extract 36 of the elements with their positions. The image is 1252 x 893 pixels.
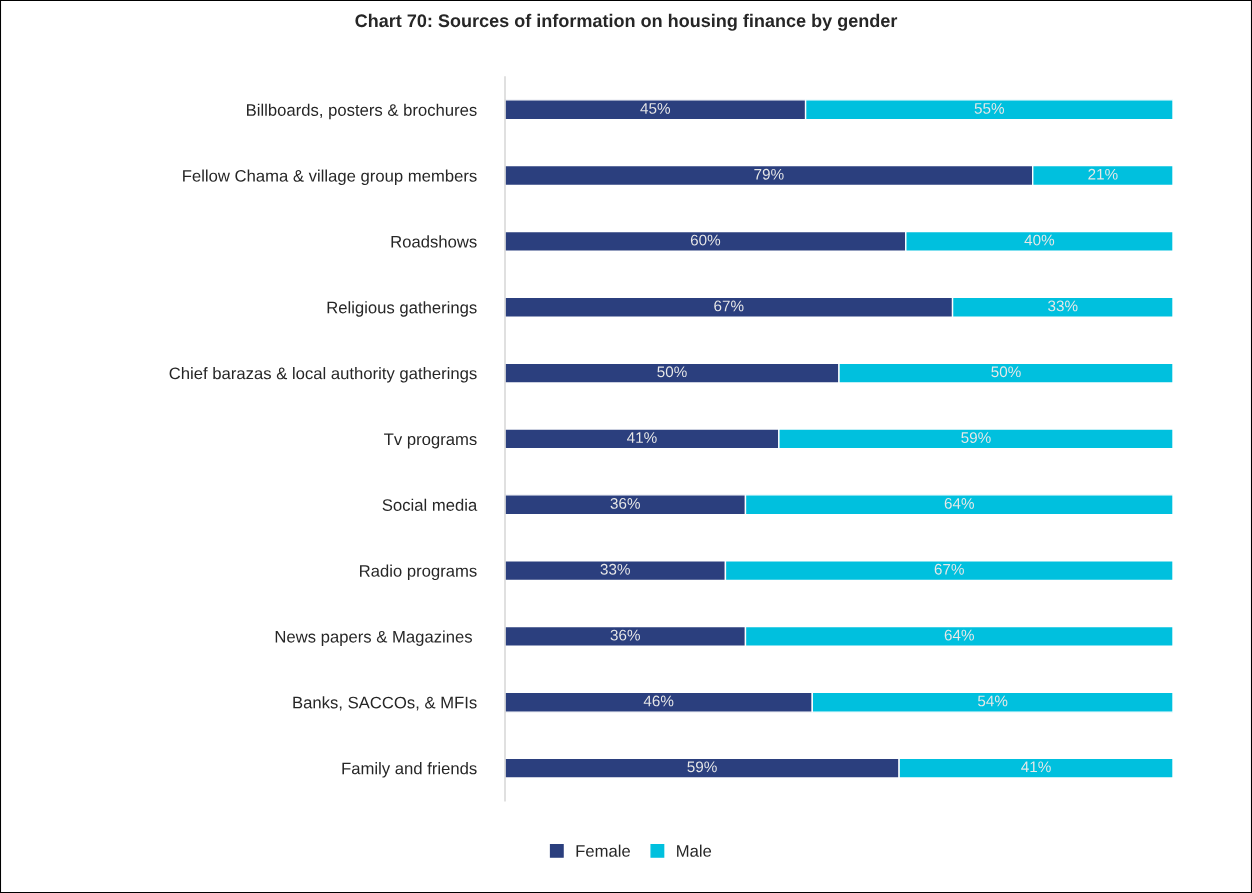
y-tick-label: Chief barazas & local authority gatherings [169,367,477,383]
data-label: 21% [1088,168,1118,180]
y-tick-label: Fellow Chama & village group members [183,169,477,186]
legend-label: Female [576,844,630,857]
data-label: 45% [640,103,671,114]
data-label: 79% [754,168,784,180]
data-label: 64% [944,498,974,509]
data-label: 59% [687,761,717,773]
data-label: 60% [690,234,721,246]
data-label: 59% [961,432,991,444]
y-tick-label: Family and friends [342,762,477,778]
legend-label: Male [677,844,712,857]
y-tick-label: Religious gatherings [327,301,477,317]
data-label: 46% [643,695,674,707]
data-label: 67% [714,300,744,312]
y-tick-label: Billboards, posters & brochures [247,103,477,120]
data-label: 41% [627,432,657,443]
data-label: 33% [1048,300,1078,312]
y-tick-label: Tv programs [384,433,477,449]
data-label: 36% [610,498,640,509]
data-label: 67% [934,563,964,575]
y-tick-label: News papers & Magazines [275,630,472,646]
y-tick-label: Banks, SACCOs, & MFIs [293,696,477,711]
data-label: 41% [1021,761,1051,773]
data-label: 33% [600,563,630,575]
y-tick-label: Radio programs [360,564,477,581]
data-label: 50% [991,366,1021,378]
data-label: 55% [974,103,1005,114]
data-label: 40% [1024,234,1055,246]
data-label: 36% [610,629,640,641]
chart-title: Chart 70: Sources of information on housing finance by gender [355,13,898,31]
data-label: 64% [944,629,974,641]
data-label: 50% [657,366,687,378]
y-tick-label: Roadshows [391,235,477,248]
y-tick-label: Social media [382,498,478,511]
data-label: 54% [977,695,1008,707]
